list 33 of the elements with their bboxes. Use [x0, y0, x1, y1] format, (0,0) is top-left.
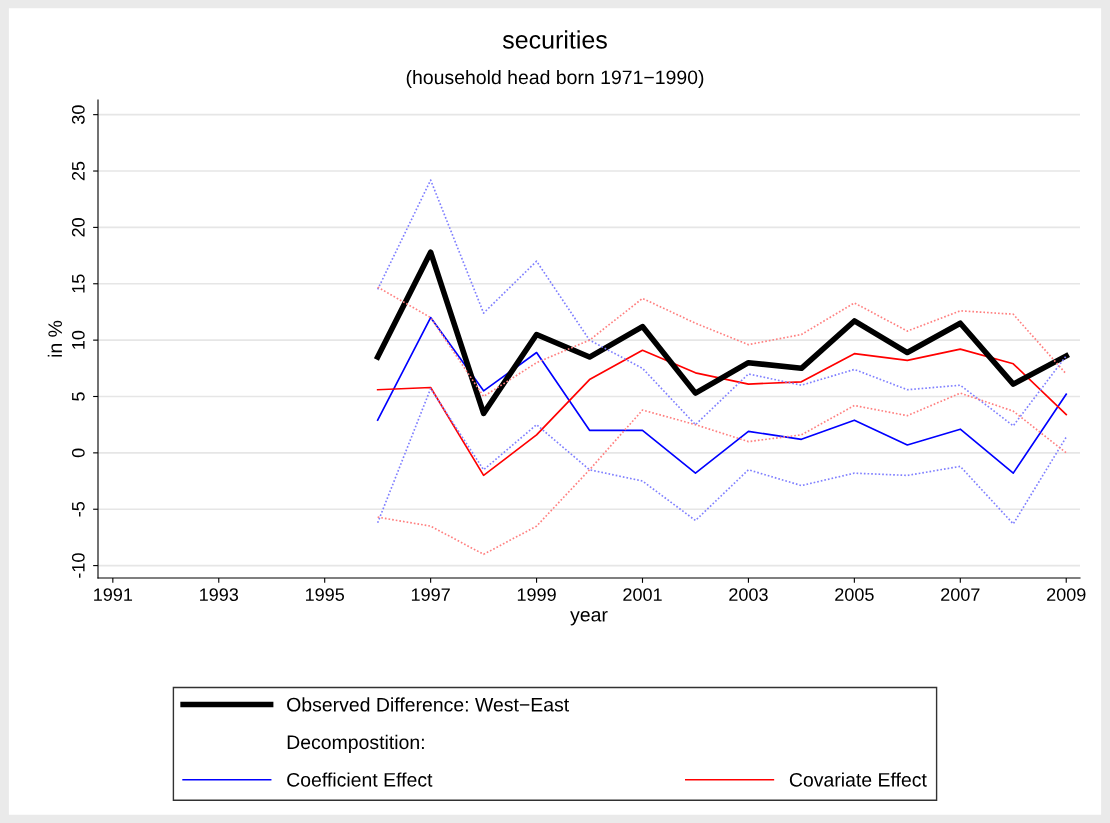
- y-tick-label: 20: [71, 218, 85, 237]
- line-series: [376, 392, 1068, 556]
- line-series: [376, 316, 1068, 474]
- x-tick-label: 2007: [941, 588, 980, 601]
- y-tick-label: 10: [71, 330, 85, 349]
- chart-title: securities: [502, 30, 607, 49]
- text: Decompostition:: [287, 734, 424, 753]
- legend-label: Observed Difference: West−East: [287, 697, 570, 712]
- y-tick-label: 25: [71, 161, 85, 181]
- x-tick-label: 1991: [94, 588, 133, 601]
- x-axis-title: year: [570, 610, 608, 626]
- y-axis-title: in %: [47, 320, 62, 357]
- y-tick-label: -5: [72, 501, 85, 517]
- line-series: [376, 348, 1068, 477]
- y-tick-label: 30: [71, 105, 85, 125]
- legend-label: Covariate Effect: [789, 772, 927, 787]
- y-tick-label: -10: [71, 553, 85, 578]
- legend-label: Coefficient Effect: [287, 772, 433, 787]
- x-tick-label: 2005: [835, 588, 874, 601]
- x-tick-label: 2003: [729, 588, 768, 601]
- x-tick-label: 1999: [517, 588, 556, 601]
- x-tick-label: 1995: [305, 588, 345, 601]
- x-tick-label: 1993: [200, 588, 239, 601]
- chart-subtitle: (household head born 1971−1990): [406, 69, 704, 89]
- line-series: [376, 179, 1068, 427]
- x-tick-label: 1997: [411, 588, 450, 601]
- y-tick-label: 5: [72, 392, 85, 401]
- y-tick-label: 0: [71, 448, 85, 458]
- y-tick-label: 15: [72, 274, 85, 293]
- line-series: [376, 286, 1068, 398]
- x-tick-label: 2009: [1047, 588, 1086, 601]
- x-tick-label: 2001: [623, 588, 662, 601]
- line-series: [376, 387, 1068, 525]
